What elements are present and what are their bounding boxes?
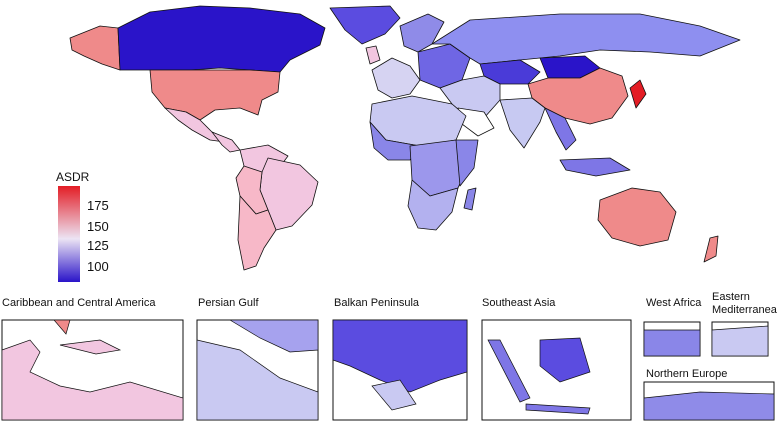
inset-title-persian-gulf: Persian Gulf <box>198 297 259 309</box>
inset-sea-java <box>525 403 591 415</box>
inset-persian-gulf-land <box>196 339 319 421</box>
region-canada <box>117 5 326 73</box>
region-west-africa <box>369 121 421 161</box>
inset-title-caribbean: Caribbean and Central America <box>2 297 156 309</box>
region-japan-korea <box>629 79 647 109</box>
region-western-europe <box>371 57 421 99</box>
inset-east-med-land <box>711 325 769 357</box>
inset-caribbean-cuba <box>59 339 122 355</box>
region-australia <box>597 187 677 247</box>
region-russia <box>431 13 741 65</box>
region-madagascar <box>463 187 477 211</box>
region-india <box>499 97 546 149</box>
region-southern-africa <box>407 179 459 231</box>
legend-tick-100: 100 <box>87 259 109 274</box>
inset-title-eastern-mediterranean: Eastern Mediterranea <box>712 291 777 316</box>
inset-north-europe-land <box>643 391 775 421</box>
inset-west-africa-land <box>643 329 701 357</box>
region-central-america <box>211 131 241 153</box>
inset-title-west-africa: West Africa <box>646 297 702 309</box>
inset-caribbean-florida <box>53 319 71 335</box>
region-argentina-chile <box>237 195 277 271</box>
region-alaska <box>69 25 121 71</box>
region-new-zealand <box>703 235 719 263</box>
inset-balkan-greece <box>371 379 417 411</box>
legend-colorbar <box>58 186 80 282</box>
legend-tick-175: 175 <box>87 198 109 213</box>
inset-title-northern-europe: Northern Europe <box>646 368 728 380</box>
region-greenland <box>329 5 401 45</box>
legend-title: ASDR <box>56 170 90 184</box>
region-uk <box>365 45 381 65</box>
region-indonesia <box>559 157 631 177</box>
region-east-africa <box>455 139 479 187</box>
inset-title-southeast-asia: Southeast Asia <box>482 297 556 309</box>
inset-balkan-land <box>332 319 468 393</box>
inset-caribbean-land <box>1 339 184 421</box>
region-scandinavia <box>399 13 445 53</box>
region-southeast-asia <box>544 107 577 151</box>
inset-sea-borneo <box>539 337 591 383</box>
legend-tick-150: 150 <box>87 219 109 234</box>
inset-persian-gulf-iran <box>228 319 319 353</box>
inset-sea-sumatra <box>487 339 531 403</box>
inset-title-balkan: Balkan Peninsula <box>334 297 420 309</box>
legend-tick-125: 125 <box>87 238 109 253</box>
